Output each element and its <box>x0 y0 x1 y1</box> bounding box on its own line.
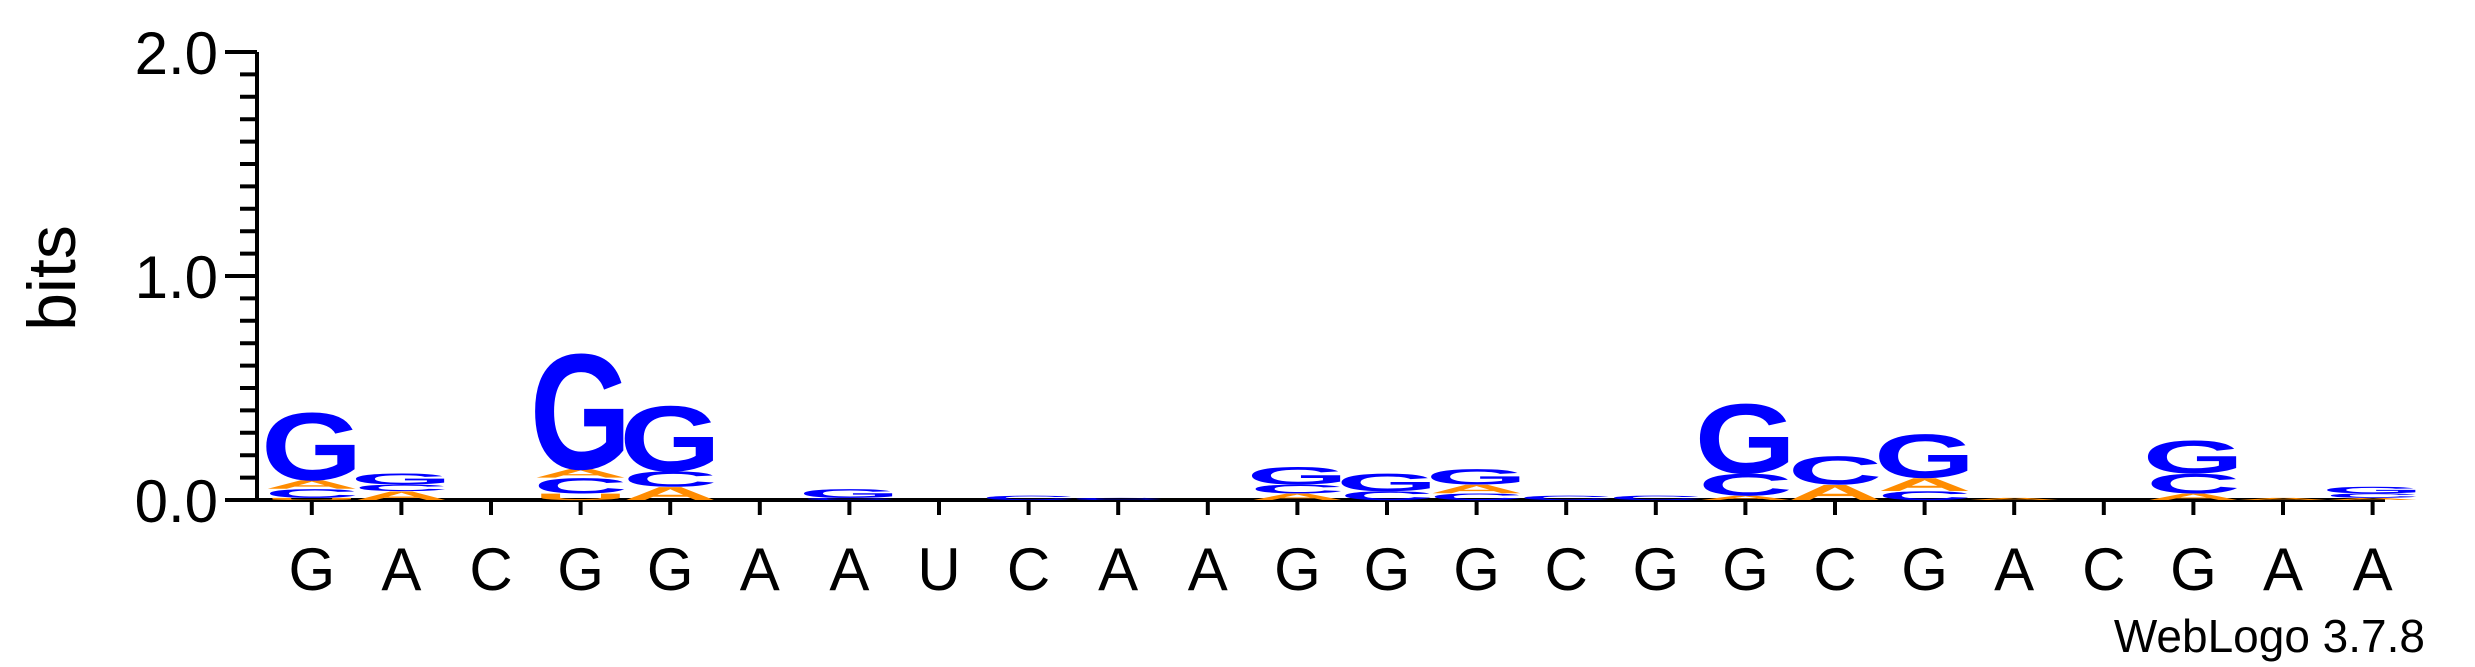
logo-letter-C: C <box>2325 492 2419 499</box>
logo-letter-C: C <box>2146 468 2240 499</box>
logo-letter-C: C <box>802 497 896 500</box>
x-tick-label: G <box>1453 536 1500 603</box>
x-tick-label: G <box>288 536 335 603</box>
logo-letter-A: A <box>1967 497 2061 500</box>
x-tick-label: G <box>1364 536 1411 603</box>
x-tick-label: C <box>2082 536 2125 603</box>
logo-letter-C: C <box>1519 494 1613 501</box>
x-tick-label: A <box>740 536 780 603</box>
logo-letter-A: A <box>354 489 448 503</box>
logo-letter-G: G <box>1874 421 1976 491</box>
x-tick-label: U <box>917 536 960 603</box>
logo-letter-G: G <box>351 470 453 487</box>
logo-letter-G: G <box>1247 462 1349 490</box>
logo-letter-G: G <box>530 319 632 504</box>
logo-letter-C: C <box>1429 492 1523 502</box>
logo-letter-A: A <box>2236 497 2330 500</box>
logo-letter-A: A <box>1429 482 1523 496</box>
logo-letter-C: C <box>1609 494 1703 501</box>
logo-letter-A: A <box>265 478 359 492</box>
logo-letter-A: A <box>1877 474 1971 495</box>
logo-letter-C: C <box>1877 489 1971 503</box>
logo-letter-G: G <box>799 487 901 501</box>
logo-letter-C: C <box>1698 468 1792 503</box>
x-tick-label: A <box>1188 536 1228 603</box>
logo-letter-A: A <box>1698 494 1792 501</box>
x-tick-label: A <box>829 536 869 603</box>
logo-letter-G: G <box>1336 469 1438 497</box>
logo-letter-A: A <box>1788 480 1882 504</box>
logo-letter-G: G <box>1426 465 1528 489</box>
x-tick-label: A <box>381 536 421 603</box>
logo-letter-G: G <box>619 387 721 491</box>
y-tick-label: 2.0 <box>135 20 218 87</box>
x-tick-label: G <box>1274 536 1321 603</box>
x-tick-label: G <box>647 536 694 603</box>
logo-letter-A: A <box>2325 497 2419 500</box>
logo-letter-A: A <box>1250 492 1344 502</box>
logo-letter-C: C <box>354 483 448 493</box>
x-tick-label: G <box>1901 536 1948 603</box>
x-tick-label: G <box>1632 536 1679 603</box>
logo-letter-G: G <box>1695 383 1797 494</box>
logo-letter-G: G <box>2322 485 2424 495</box>
y-tick-label: 0.0 <box>135 468 218 535</box>
logo-letter-C: C <box>1071 497 1165 500</box>
logo-letter-U: U <box>533 492 627 502</box>
logo-letter-C: C <box>623 467 717 491</box>
weblogo-credit: WebLogo 3.7.8 <box>2114 610 2425 662</box>
logo-letter-G: G <box>261 393 363 500</box>
logo-letter-A: A <box>2146 492 2240 502</box>
x-tick-label: C <box>1813 536 1856 603</box>
logo-letter-A: A <box>623 483 717 504</box>
y-axis-label: bits <box>14 225 90 331</box>
logo-letter-C: C <box>265 487 359 501</box>
y-tick-label: 1.0 <box>135 244 218 311</box>
logo-letter-C: C <box>1250 482 1344 496</box>
logo-letter-C: C <box>981 494 1075 501</box>
logo-letter-A: A <box>533 466 627 480</box>
logo-letter-C: C <box>533 474 627 498</box>
x-tick-label: A <box>2263 536 2303 603</box>
x-tick-label: A <box>1098 536 1138 603</box>
x-tick-label: G <box>1722 536 1769 603</box>
logo-letter-C: C <box>1788 448 1882 494</box>
x-tick-label: G <box>557 536 604 603</box>
logo-letter-G: G <box>2143 431 2245 483</box>
x-tick-label: A <box>1994 536 2034 603</box>
x-tick-label: C <box>469 536 512 603</box>
logo-letter-C: C <box>1340 489 1434 503</box>
x-tick-label: A <box>2353 536 2393 603</box>
x-tick-label: G <box>2170 536 2217 603</box>
x-tick-label: C <box>1007 536 1050 603</box>
logo-letter-U: U <box>265 497 359 500</box>
y-axis-ticks: 0.0 1.0 2.0 <box>135 20 257 535</box>
x-tick-label: C <box>1545 536 1588 603</box>
